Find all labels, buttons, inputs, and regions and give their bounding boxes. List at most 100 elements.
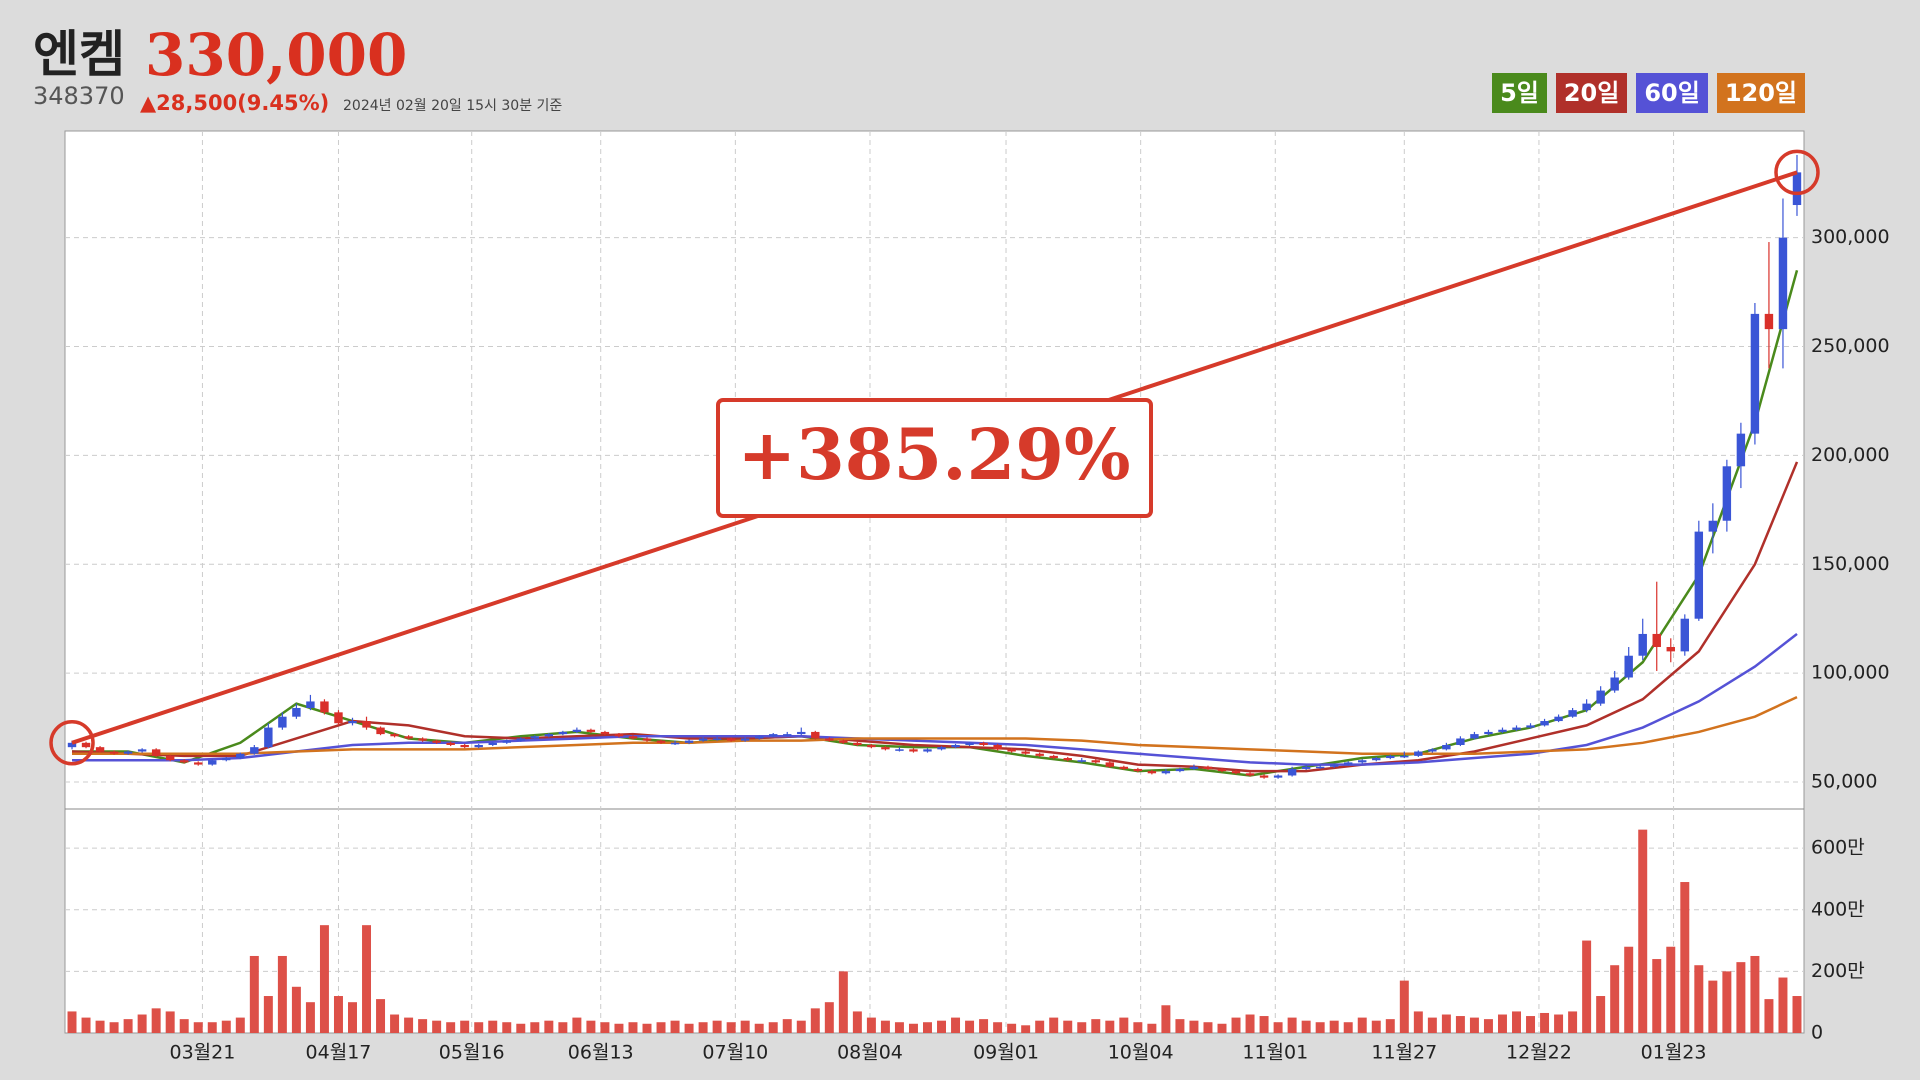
volume-bar <box>768 1022 778 1033</box>
candle-body <box>979 742 988 745</box>
candle-body <box>151 749 161 756</box>
volume-bar <box>1161 1005 1171 1033</box>
legend-item[interactable]: 20일 <box>1555 73 1628 113</box>
candle-body <box>600 731 610 735</box>
volume-bar <box>249 955 259 1033</box>
candle-body <box>993 744 1002 750</box>
volume-bar <box>362 925 372 1033</box>
legend: 5일 20일 60일 120일 <box>1492 73 1805 113</box>
volume-bar <box>1077 1022 1087 1033</box>
candle-body <box>208 760 217 765</box>
volume-bar <box>1778 977 1788 1033</box>
volume-bar <box>1189 1020 1199 1033</box>
x-tick-label: 05월16 <box>439 1042 505 1064</box>
candle-body <box>1442 744 1451 750</box>
candle-body <box>1091 760 1100 763</box>
timestamp: 2024년 02월 20일 15시 30분 기준 <box>343 98 562 114</box>
x-tick-label: 04월17 <box>306 1042 372 1064</box>
volume-bar <box>1203 1022 1213 1033</box>
volume-bar <box>1343 1022 1353 1033</box>
volume-bar <box>1497 1014 1507 1033</box>
volume-bar <box>838 971 848 1033</box>
candle-body <box>1133 768 1143 772</box>
volume-bar <box>488 1020 498 1033</box>
volume-bar <box>908 1023 918 1033</box>
volume-bar <box>670 1020 680 1033</box>
volume-bar <box>586 1020 596 1033</box>
candle-body <box>306 701 315 708</box>
candle-body <box>1189 766 1199 769</box>
candle-body <box>642 738 652 741</box>
volume-bar <box>852 1011 862 1033</box>
volume-bar <box>1694 965 1704 1033</box>
candle-body <box>1358 760 1367 763</box>
candle-body <box>951 744 960 748</box>
y-tick-label: 300,000 <box>1811 226 1890 248</box>
stock-price: 330,000 <box>145 21 407 89</box>
y-tick-label: 50,000 <box>1811 771 1877 793</box>
volume-bar <box>1624 946 1634 1033</box>
volume-bar <box>782 1019 792 1033</box>
volume-bar <box>1301 1020 1311 1033</box>
y-tick-label: 250,000 <box>1811 335 1890 357</box>
volume-bar <box>698 1022 708 1033</box>
candle-body <box>853 742 862 745</box>
candle-body <box>839 740 848 743</box>
volume-bar <box>1666 946 1676 1033</box>
candle-body <box>1498 729 1507 732</box>
stock-name: 엔켐 <box>33 26 125 84</box>
candle-body <box>1315 766 1325 769</box>
candle-body <box>1652 633 1661 648</box>
candle-body <box>1568 710 1577 717</box>
candle-body <box>474 744 483 748</box>
candle-body <box>1231 771 1241 774</box>
candle-body <box>909 749 918 752</box>
volume-bar <box>348 1002 357 1033</box>
legend-item[interactable]: 60일 <box>1636 73 1708 113</box>
volume-bar <box>109 1022 119 1033</box>
candle-body <box>446 742 455 745</box>
legend-item[interactable]: 120일 <box>1716 73 1805 113</box>
candle-body <box>81 742 91 748</box>
volume-bar <box>333 996 343 1033</box>
volume-bar <box>1021 1025 1031 1033</box>
volume-bar <box>1413 1011 1423 1033</box>
candle-body <box>1021 751 1030 754</box>
volume-bar <box>951 1017 961 1033</box>
volume-bar <box>502 1022 512 1033</box>
volume-bar <box>516 1023 526 1033</box>
candle-body <box>797 731 806 735</box>
volume-bar <box>1441 1014 1451 1033</box>
candle-body <box>1063 758 1072 761</box>
volume-bar <box>796 1020 806 1033</box>
highlight-circle <box>1774 149 1820 196</box>
candle-body <box>264 727 273 748</box>
y-tick-label: 150,000 <box>1811 553 1890 575</box>
candle-body <box>1386 755 1395 759</box>
volume-bar <box>1526 1016 1536 1033</box>
candle-body <box>1750 313 1760 434</box>
candle-body <box>1203 766 1213 769</box>
volume-bar <box>866 1017 876 1033</box>
volume-bar <box>712 1020 722 1033</box>
x-tick-label: 03월21 <box>170 1042 236 1064</box>
candle-body <box>572 729 582 732</box>
candle-body <box>1287 768 1297 776</box>
candle-body <box>222 758 231 761</box>
volume-bar <box>628 1022 638 1033</box>
candle-body <box>109 751 119 754</box>
candle-body <box>1708 520 1718 532</box>
candle-body <box>1680 618 1690 652</box>
volume-bar <box>165 1011 175 1033</box>
candle-body <box>1722 466 1732 521</box>
moving-average-line <box>71 461 1799 773</box>
volume-bar <box>656 1022 666 1033</box>
legend-item[interactable]: 5일 <box>1492 73 1547 113</box>
volume-bar <box>600 1022 610 1033</box>
volume-bar <box>1329 1020 1339 1033</box>
candle-body <box>123 751 133 754</box>
volume-bar <box>390 1014 400 1033</box>
candle-body <box>754 736 764 739</box>
candle-body <box>502 740 511 743</box>
